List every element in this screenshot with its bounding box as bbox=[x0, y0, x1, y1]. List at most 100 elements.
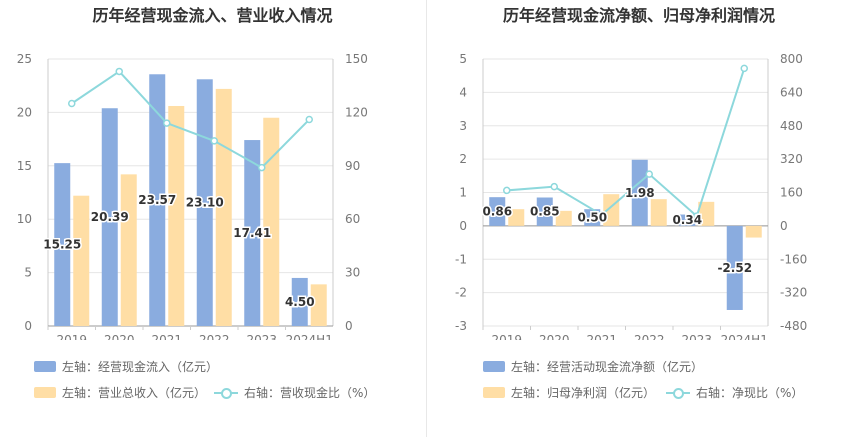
bar-secondary bbox=[263, 117, 280, 327]
bar-primary bbox=[631, 159, 648, 226]
bar-secondary bbox=[745, 225, 762, 238]
bar-value-label: 0.50 bbox=[577, 211, 607, 225]
panel-divider bbox=[426, 0, 427, 437]
right-chart-title: 历年经营现金流净额、归母净利润情况 bbox=[502, 6, 775, 25]
x-tick-label: 2021 bbox=[151, 333, 182, 340]
y-right-tick-label: 30 bbox=[345, 266, 360, 280]
bar-value-label: 0.34 bbox=[672, 213, 702, 227]
y-left-tick-label: 4 bbox=[459, 85, 467, 99]
y-right-tick-label: -160 bbox=[780, 252, 807, 266]
bar-secondary bbox=[555, 210, 572, 226]
x-tick-label: 2023 bbox=[246, 333, 277, 340]
ratio-point bbox=[210, 137, 218, 145]
y-right-tick-label: 0 bbox=[345, 319, 353, 333]
y-left-tick-label: 0 bbox=[459, 219, 467, 233]
bar-secondary bbox=[508, 209, 525, 226]
y-left-tick-label: 5 bbox=[24, 266, 32, 280]
y-right-tick-label: 90 bbox=[345, 159, 360, 173]
ratio-point bbox=[740, 64, 748, 73]
y-right-tick-label: -320 bbox=[780, 286, 807, 300]
y-right-tick-label: 60 bbox=[345, 212, 360, 226]
bar-value-label: 4.50 bbox=[285, 295, 315, 309]
bar-secondary bbox=[120, 174, 137, 326]
bar-secondary bbox=[310, 284, 327, 326]
y-left-tick-label: -1 bbox=[455, 252, 467, 266]
bar-primary bbox=[54, 163, 71, 326]
legend-swatch-blue bbox=[34, 361, 56, 372]
bar-secondary bbox=[650, 199, 667, 226]
bar-value-label: 20.39 bbox=[91, 210, 129, 224]
y-right-tick-label: 480 bbox=[780, 119, 803, 133]
right-legend-line[interactable]: 右轴：净现比（%） bbox=[666, 384, 803, 401]
legend-swatch-blue bbox=[483, 361, 505, 372]
bar-primary bbox=[196, 79, 213, 327]
legend-line-marker-icon bbox=[666, 387, 690, 399]
bar-primary bbox=[489, 197, 506, 226]
bar-primary bbox=[726, 225, 743, 310]
x-tick-label: 2024H1 bbox=[721, 333, 768, 340]
legend-label: 左轴：营业总收入（亿元） bbox=[62, 386, 207, 400]
y-right-tick-label: 320 bbox=[780, 152, 803, 166]
ratio-line bbox=[71, 70, 310, 169]
ratio-point bbox=[550, 182, 558, 191]
bar-value-label: -2.52 bbox=[717, 261, 752, 275]
legend-label: 右轴：营收现金比（%） bbox=[244, 386, 376, 400]
legend-swatch-yellow bbox=[483, 387, 505, 398]
legend-label: 左轴：经营现金流入（亿元） bbox=[62, 360, 219, 374]
x-tick-label: 2019 bbox=[491, 333, 522, 340]
bar-secondary bbox=[698, 201, 715, 226]
bar-value-label: 15.25 bbox=[43, 238, 81, 252]
y-right-tick-label: 0 bbox=[780, 219, 788, 233]
bar-value-label: 0.85 bbox=[530, 205, 560, 219]
ratio-point bbox=[163, 119, 171, 127]
ratio-point bbox=[305, 115, 313, 124]
bar-primary bbox=[244, 140, 261, 326]
y-left-tick-label: -2 bbox=[455, 286, 467, 300]
bar-primary bbox=[536, 197, 553, 226]
y-left-tick-label: 1 bbox=[459, 186, 467, 200]
bar-value-label: 17.41 bbox=[233, 226, 271, 240]
bar-primary bbox=[101, 108, 118, 326]
right-legend-primary[interactable]: 左轴：经营活动现金流净额（亿元） bbox=[483, 358, 703, 375]
bar-primary bbox=[149, 74, 166, 326]
bar-value-label: 1.98 bbox=[625, 186, 655, 200]
ratio-point bbox=[645, 170, 653, 178]
y-left-tick-label: -3 bbox=[455, 319, 467, 333]
x-tick-label: 2024H1 bbox=[286, 333, 333, 340]
x-tick-label: 2022 bbox=[199, 333, 230, 340]
bar-secondary bbox=[73, 195, 90, 326]
ratio-point bbox=[598, 211, 606, 219]
y-right-tick-label: 120 bbox=[345, 105, 368, 119]
legend-label: 右轴：净现比（%） bbox=[696, 386, 804, 400]
bar-value-label: 23.10 bbox=[186, 196, 224, 210]
left-chart-panel: 历年经营现金流入、营业收入情况 0 5 10 15 20 25 0 30 60 90 120 150 2… bbox=[17, 6, 376, 401]
left-legend-primary[interactable]: 左轴：经营现金流入（亿元） bbox=[34, 358, 218, 375]
legend-swatch-yellow bbox=[34, 387, 56, 398]
x-tick-label: 2023 bbox=[681, 333, 712, 340]
left-legend-line[interactable]: 右轴：营收现金比（%） bbox=[214, 384, 375, 401]
legend-label: 左轴：经营活动现金流净额（亿元） bbox=[511, 360, 704, 374]
ratio-point bbox=[693, 212, 701, 220]
x-tick-label: 2022 bbox=[634, 333, 665, 340]
y-left-tick-label: 10 bbox=[17, 212, 32, 226]
y-left-tick-label: 5 bbox=[459, 52, 467, 66]
y-right-tick-label: 150 bbox=[345, 52, 368, 66]
right-chart-plot: -3 -2 -1 0 1 2 3 4 5 -480 -320 -160 0 160 320 480 640 800… bbox=[455, 52, 807, 340]
legend-label: 左轴：归母净利润（亿元） bbox=[511, 386, 656, 400]
ratio-line bbox=[506, 68, 746, 218]
bar-secondary bbox=[168, 105, 185, 326]
right-legend-secondary[interactable]: 左轴：归母净利润（亿元） bbox=[483, 384, 655, 401]
right-chart-panel: 历年经营现金流净额、归母净利润情况 -3 -2 -1 0 1 2 3 4 5 -480 -320 -1… bbox=[428, 0, 850, 437]
x-tick-label: 2020 bbox=[104, 333, 135, 340]
x-tick-label: 2021 bbox=[586, 333, 617, 340]
y-right-tick-label: 640 bbox=[780, 85, 803, 99]
y-left-tick-label: 25 bbox=[17, 52, 32, 66]
left-chart-title: 历年经营现金流入、营业收入情况 bbox=[92, 6, 333, 25]
left-legend-secondary[interactable]: 左轴：营业总收入（亿元） bbox=[34, 384, 206, 401]
y-left-tick-label: 3 bbox=[459, 119, 467, 133]
bar-value-label: 23.57 bbox=[138, 193, 176, 207]
bar-primary bbox=[679, 214, 696, 226]
x-tick-label: 2020 bbox=[539, 333, 570, 340]
y-right-tick-label: -480 bbox=[780, 319, 807, 333]
y-left-tick-label: 20 bbox=[17, 105, 32, 119]
